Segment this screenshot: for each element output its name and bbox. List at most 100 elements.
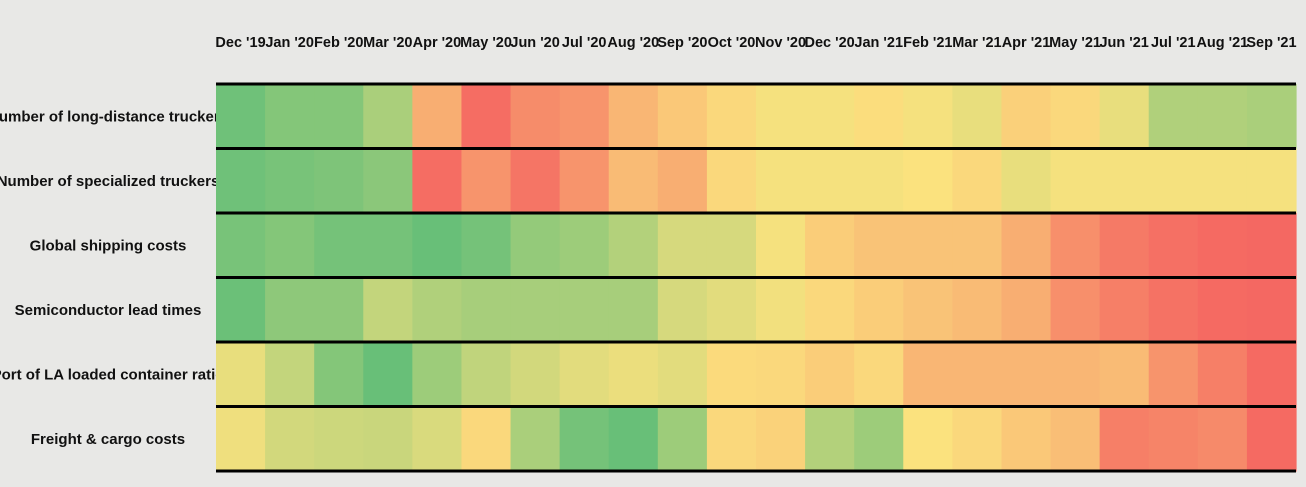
heatmap-cell (216, 148, 266, 214)
heatmap-cell (1246, 342, 1297, 408)
heatmap-cell (363, 148, 413, 214)
heatmap-cell (559, 406, 610, 472)
heatmap-cell (854, 213, 904, 279)
heatmap-cell (1197, 148, 1248, 214)
heatmap-cell (1001, 213, 1052, 279)
heatmap-cell (412, 406, 463, 472)
heatmap-cell (1050, 342, 1101, 408)
heatmap-cell (706, 406, 757, 472)
row-label: Number of specialized truckers (0, 173, 219, 190)
heatmap-cell (461, 148, 512, 214)
column-label: Feb '20 (314, 35, 363, 51)
heatmap-cell (706, 84, 757, 150)
heatmap-cell (314, 148, 364, 214)
column-label: Jul '20 (562, 35, 607, 51)
heatmap-cell (1001, 406, 1052, 472)
column-label: Sep '20 (657, 35, 707, 51)
heatmap-cell (706, 213, 757, 279)
heatmap-cell (805, 148, 855, 214)
heatmap-cell (706, 342, 757, 408)
heatmap-cell (1050, 213, 1101, 279)
heatmap-cell (1197, 213, 1248, 279)
column-label: Feb '21 (903, 35, 952, 51)
heatmap-cell (952, 342, 1003, 408)
column-label: Jun '21 (1099, 35, 1148, 51)
heatmap-cell (1148, 342, 1199, 408)
column-label: Mar '21 (952, 35, 1001, 51)
heatmap-cell (510, 213, 561, 279)
heatmap-cell (608, 277, 659, 343)
row-label: Semiconductor lead times (15, 302, 202, 319)
column-label: Jan '21 (854, 35, 903, 51)
heatmap-cell (657, 84, 708, 150)
column-label: May '20 (460, 35, 512, 51)
heatmap-cell (1099, 213, 1150, 279)
heatmap-cell (412, 213, 463, 279)
heatmap-cell (216, 84, 266, 150)
heatmap-cell (363, 406, 413, 472)
heatmap-cell (952, 84, 1003, 150)
heatmap-cell (559, 213, 610, 279)
heatmap-cell (1050, 84, 1101, 150)
heatmap-cell (314, 406, 364, 472)
heatmap-cell (657, 148, 708, 214)
column-label: Mar '20 (363, 35, 412, 51)
heatmap-cell (510, 342, 561, 408)
heatmap-cell (265, 406, 315, 472)
heatmap-cell (559, 148, 610, 214)
heatmap-cell (216, 277, 266, 343)
heatmap-cell (608, 342, 659, 408)
heatmap-cell (903, 406, 953, 472)
heatmap-cell (461, 406, 512, 472)
heatmap-cell (510, 84, 561, 150)
heatmap-cell (608, 406, 659, 472)
heatmap-cell (1148, 148, 1199, 214)
heatmap-cell (461, 277, 512, 343)
heatmap-cell (903, 342, 953, 408)
heatmap-cell (657, 277, 708, 343)
heatmap-cell (559, 342, 610, 408)
heatmap-cell (265, 342, 315, 408)
heatmap-cell (363, 84, 413, 150)
heatmap-cell (314, 277, 364, 343)
heatmap-cell (1050, 148, 1101, 214)
row-label: Number of long-distance truckers (0, 108, 228, 125)
row-labels: Number of long-distance truckers Number o… (0, 108, 228, 448)
heatmap-cell (805, 342, 855, 408)
heatmap-cell (1099, 342, 1150, 408)
heatmap-cell (412, 342, 463, 408)
heatmap-cell (1197, 277, 1248, 343)
heatmap-cell (903, 84, 953, 150)
heatmap-cell (461, 84, 512, 150)
heatmap-cell (363, 277, 413, 343)
heatmap-cell (756, 342, 806, 408)
heatmap-cell (1246, 148, 1297, 214)
heatmap-cell (363, 342, 413, 408)
row-separators (216, 82, 1296, 473)
heatmap-cell (756, 148, 806, 214)
heatmap-cell (510, 148, 561, 214)
heatmap-cell (854, 406, 904, 472)
heatmap-cells (216, 84, 1297, 472)
row-label: Port of LA loaded container ratio (0, 366, 224, 383)
heatmap-cell (952, 406, 1003, 472)
heatmap-cell (1099, 84, 1150, 150)
heatmap-cell (216, 213, 266, 279)
heatmap-cell (1197, 342, 1248, 408)
heatmap-cell (461, 342, 512, 408)
column-label: Jan '20 (265, 35, 314, 51)
heatmap-cell (1246, 213, 1297, 279)
column-label: Apr '20 (413, 35, 462, 51)
heatmap-cell (657, 213, 708, 279)
heatmap-cell (1197, 406, 1248, 472)
heatmap-cell (1001, 84, 1052, 150)
heatmap-cell (1001, 148, 1052, 214)
heatmap-cell (510, 277, 561, 343)
heatmap-cell (1246, 277, 1297, 343)
heatmap-cell (314, 342, 364, 408)
heatmap-cell (903, 148, 953, 214)
heatmap-cell (559, 84, 610, 150)
heatmap-cell (657, 406, 708, 472)
